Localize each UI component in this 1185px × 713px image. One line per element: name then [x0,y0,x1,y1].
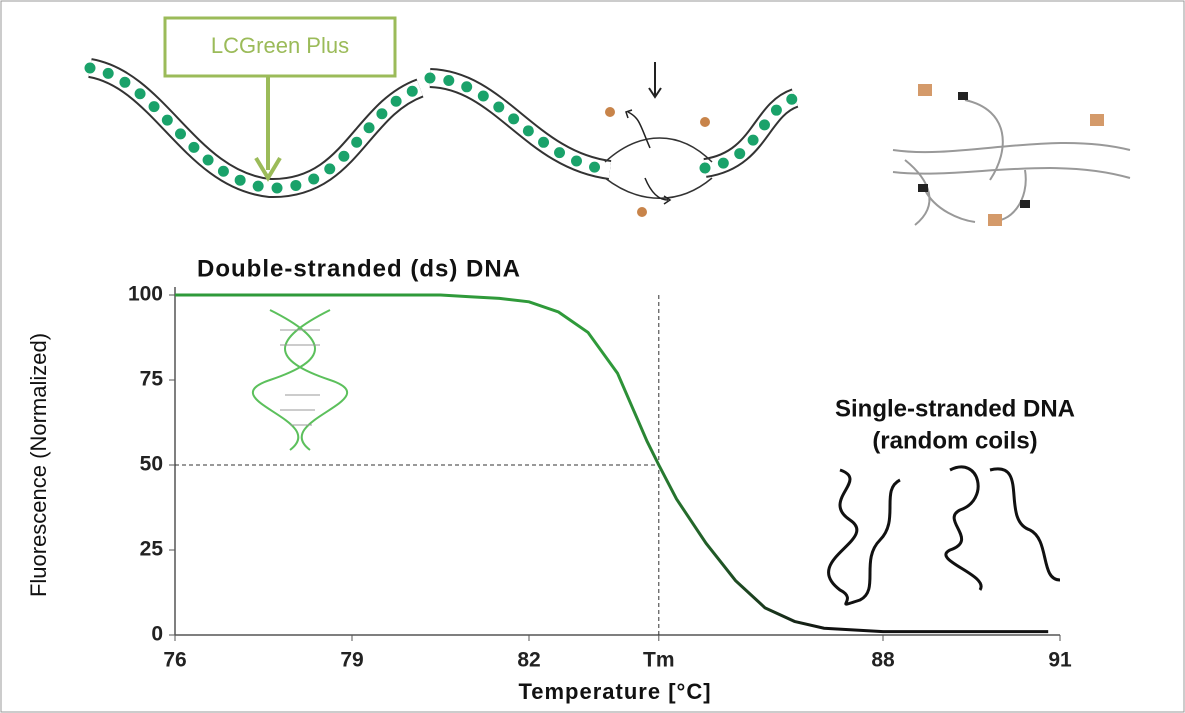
y-tick-label: 0 [151,623,163,646]
x-tick-label: 91 [1048,649,1072,672]
illustration-dsdna [84,58,801,217]
x-tick-label: 76 [163,649,186,672]
annotation: Single-stranded DNA [835,395,1075,422]
x-tick-label: 79 [340,649,363,672]
label-arrow [254,76,282,182]
x-tick-label: 88 [871,649,895,672]
x-tick-label: Tm [643,649,675,672]
y-tick-label: 100 [128,283,163,306]
x-axis-label: Temperature [°C] [518,679,711,704]
y-axis-label: Fluorescence (Normalized) [26,333,51,597]
label-box-text: LCGreen Plus [211,33,349,58]
y-tick-label: 25 [140,538,164,561]
helix-illustration [251,309,349,451]
y-tick-label: 50 [140,453,163,476]
x-tick-label: 82 [517,649,540,672]
coil-illustration [827,465,1061,606]
data-line [175,293,1049,634]
illustration-ssdna [892,84,1131,226]
label-box [163,16,397,78]
y-tick-label: 75 [140,368,164,391]
annotation: (random coils) [872,427,1037,454]
chart-title: Double-stranded (ds) DNA [197,255,521,282]
